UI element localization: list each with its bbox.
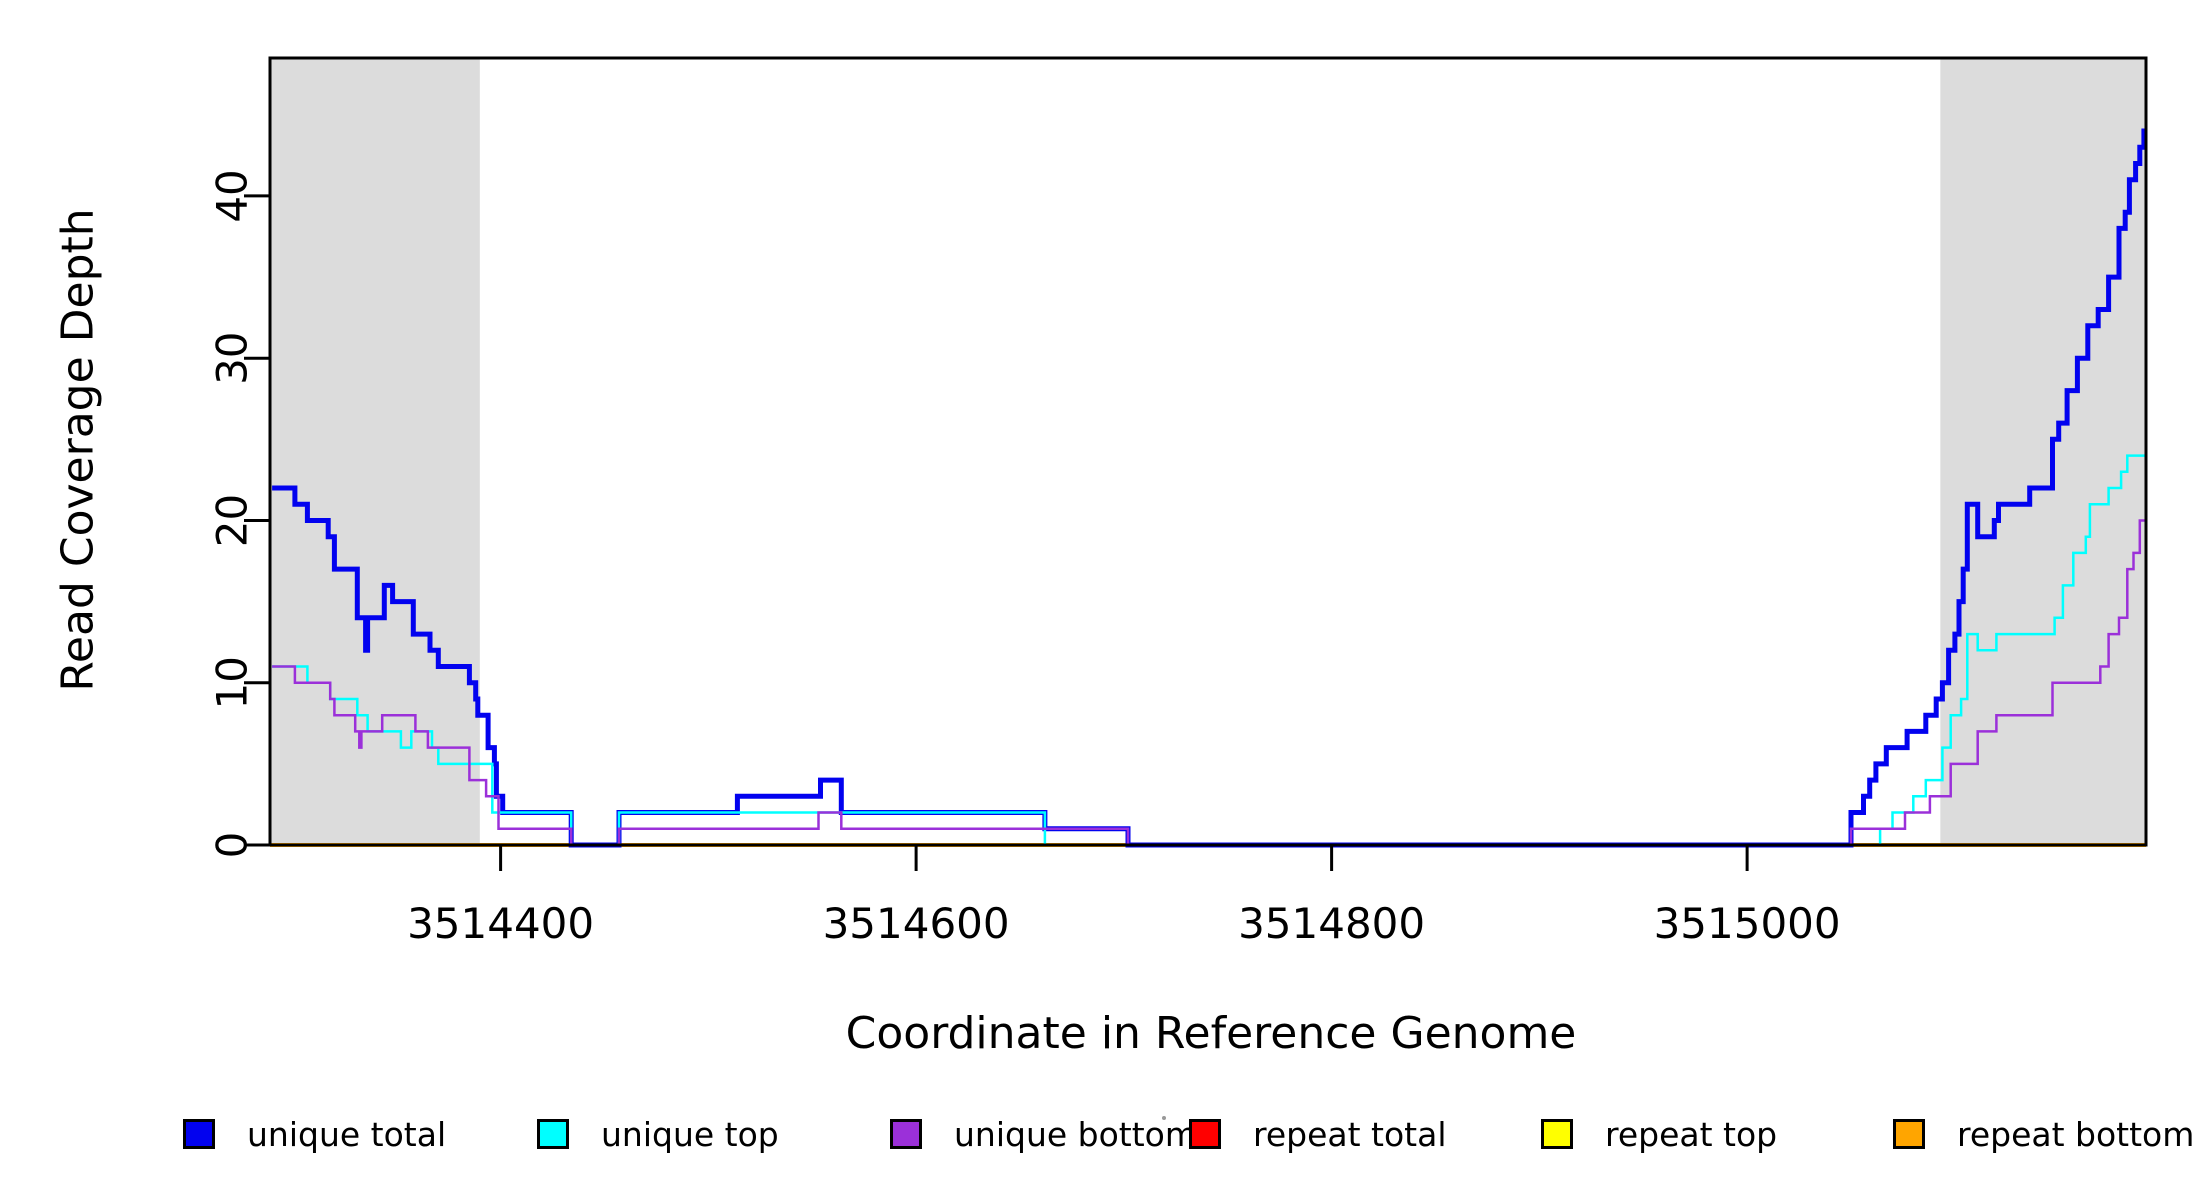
legend-swatch-unique-total bbox=[183, 1119, 215, 1149]
legend-label-unique-total: unique total bbox=[247, 1114, 447, 1154]
legend-label-repeat-total: repeat total bbox=[1253, 1114, 1447, 1154]
x-tick-label: 3514400 bbox=[407, 899, 594, 948]
y-axis-label: Read Coverage Depth bbox=[52, 208, 104, 692]
legend-swatch-repeat-bottom bbox=[1893, 1119, 1925, 1149]
y-tick-label: 40 bbox=[208, 169, 257, 222]
y-tick-label: 10 bbox=[208, 656, 257, 709]
legend-item-unique-total: unique total bbox=[183, 1115, 446, 1154]
legend-swatch-unique-bottom bbox=[890, 1119, 922, 1149]
legend-swatch-repeat-top bbox=[1541, 1119, 1573, 1149]
y-tick-label: 20 bbox=[208, 494, 257, 547]
legend-item-repeat-bottom: repeat bottom bbox=[1893, 1115, 2194, 1154]
legend-label-repeat-top: repeat top bbox=[1605, 1114, 1778, 1154]
legend-item-unique-top: unique top bbox=[537, 1115, 779, 1154]
legend-swatch-unique-top bbox=[537, 1119, 569, 1149]
legend-item-unique-bottom: unique bottom bbox=[890, 1115, 1197, 1154]
legend-label-repeat-bottom: repeat bottom bbox=[1957, 1114, 2195, 1154]
y-tick-label: 30 bbox=[208, 331, 257, 384]
x-tick-label: 3515000 bbox=[1654, 899, 1841, 948]
series-unique-top-line bbox=[272, 454, 2146, 847]
shaded-region-right bbox=[1940, 59, 2146, 844]
legend-label-unique-bottom: unique bottom bbox=[954, 1114, 1198, 1154]
legend-label-unique-top: unique top bbox=[601, 1114, 779, 1154]
stray-dot bbox=[1162, 1116, 1166, 1120]
shaded-region-left bbox=[270, 59, 480, 844]
legend-item-repeat-total: repeat total bbox=[1189, 1115, 1447, 1154]
plot-border bbox=[268, 56, 2148, 847]
x-tick-label: 3514800 bbox=[1238, 899, 1425, 948]
y-tick-label: 0 bbox=[208, 832, 257, 859]
legend-swatch-repeat-total bbox=[1189, 1119, 1221, 1149]
x-tick-label: 3514600 bbox=[823, 899, 1010, 948]
series-unique-bottom-line bbox=[272, 519, 2146, 847]
legend-item-repeat-top: repeat top bbox=[1541, 1115, 1777, 1154]
series-unique-total-line bbox=[272, 128, 2147, 848]
x-axis-label: Coordinate in Reference Genome bbox=[845, 1008, 1577, 1059]
